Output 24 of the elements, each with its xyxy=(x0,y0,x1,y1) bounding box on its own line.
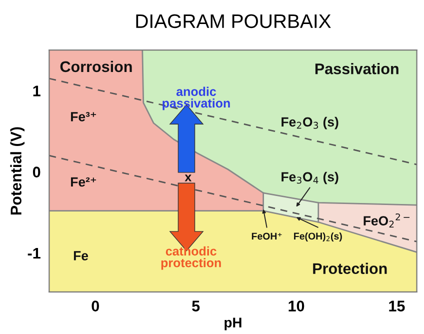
annotation: Fe$_{3}$O$_{4}$ (s) xyxy=(282,172,338,184)
x-tick-label: 10 xyxy=(288,300,304,312)
annotation: FeO$_{2}$$^{2−}$ xyxy=(364,213,410,228)
x-tick-label: 5 xyxy=(192,300,200,312)
x-axis-title: pH xyxy=(224,318,242,330)
y-axis-title: Potential (V) xyxy=(10,127,24,215)
annotation: Passivation xyxy=(315,63,398,74)
y-tick-label: -1 xyxy=(28,248,40,258)
annotation: FeOH⁺ xyxy=(252,232,282,240)
annotation: x xyxy=(184,174,192,182)
annotation: anodic passivation xyxy=(162,86,230,110)
x-tick-label: 0 xyxy=(92,300,100,312)
annotation: cathodic protection xyxy=(161,246,221,270)
chart-title: DIAGRAM POURBAIX xyxy=(136,14,331,28)
annotation: Fe(OH)$_{2}$(s) xyxy=(294,232,342,242)
annotation: Protection xyxy=(313,262,387,274)
annotation: Corrosion xyxy=(60,60,132,72)
y-tick-label: 0 xyxy=(32,166,40,178)
annotation: Fe xyxy=(74,251,88,260)
x-tick-label: 15 xyxy=(389,300,405,312)
annotation: Fe²⁺ xyxy=(71,177,96,187)
y-tick-label: 1 xyxy=(33,86,40,96)
annotation: Fe³⁺ xyxy=(71,112,96,122)
annotation: Fe$_{2}$O$_{3}$ (s) xyxy=(282,116,338,130)
